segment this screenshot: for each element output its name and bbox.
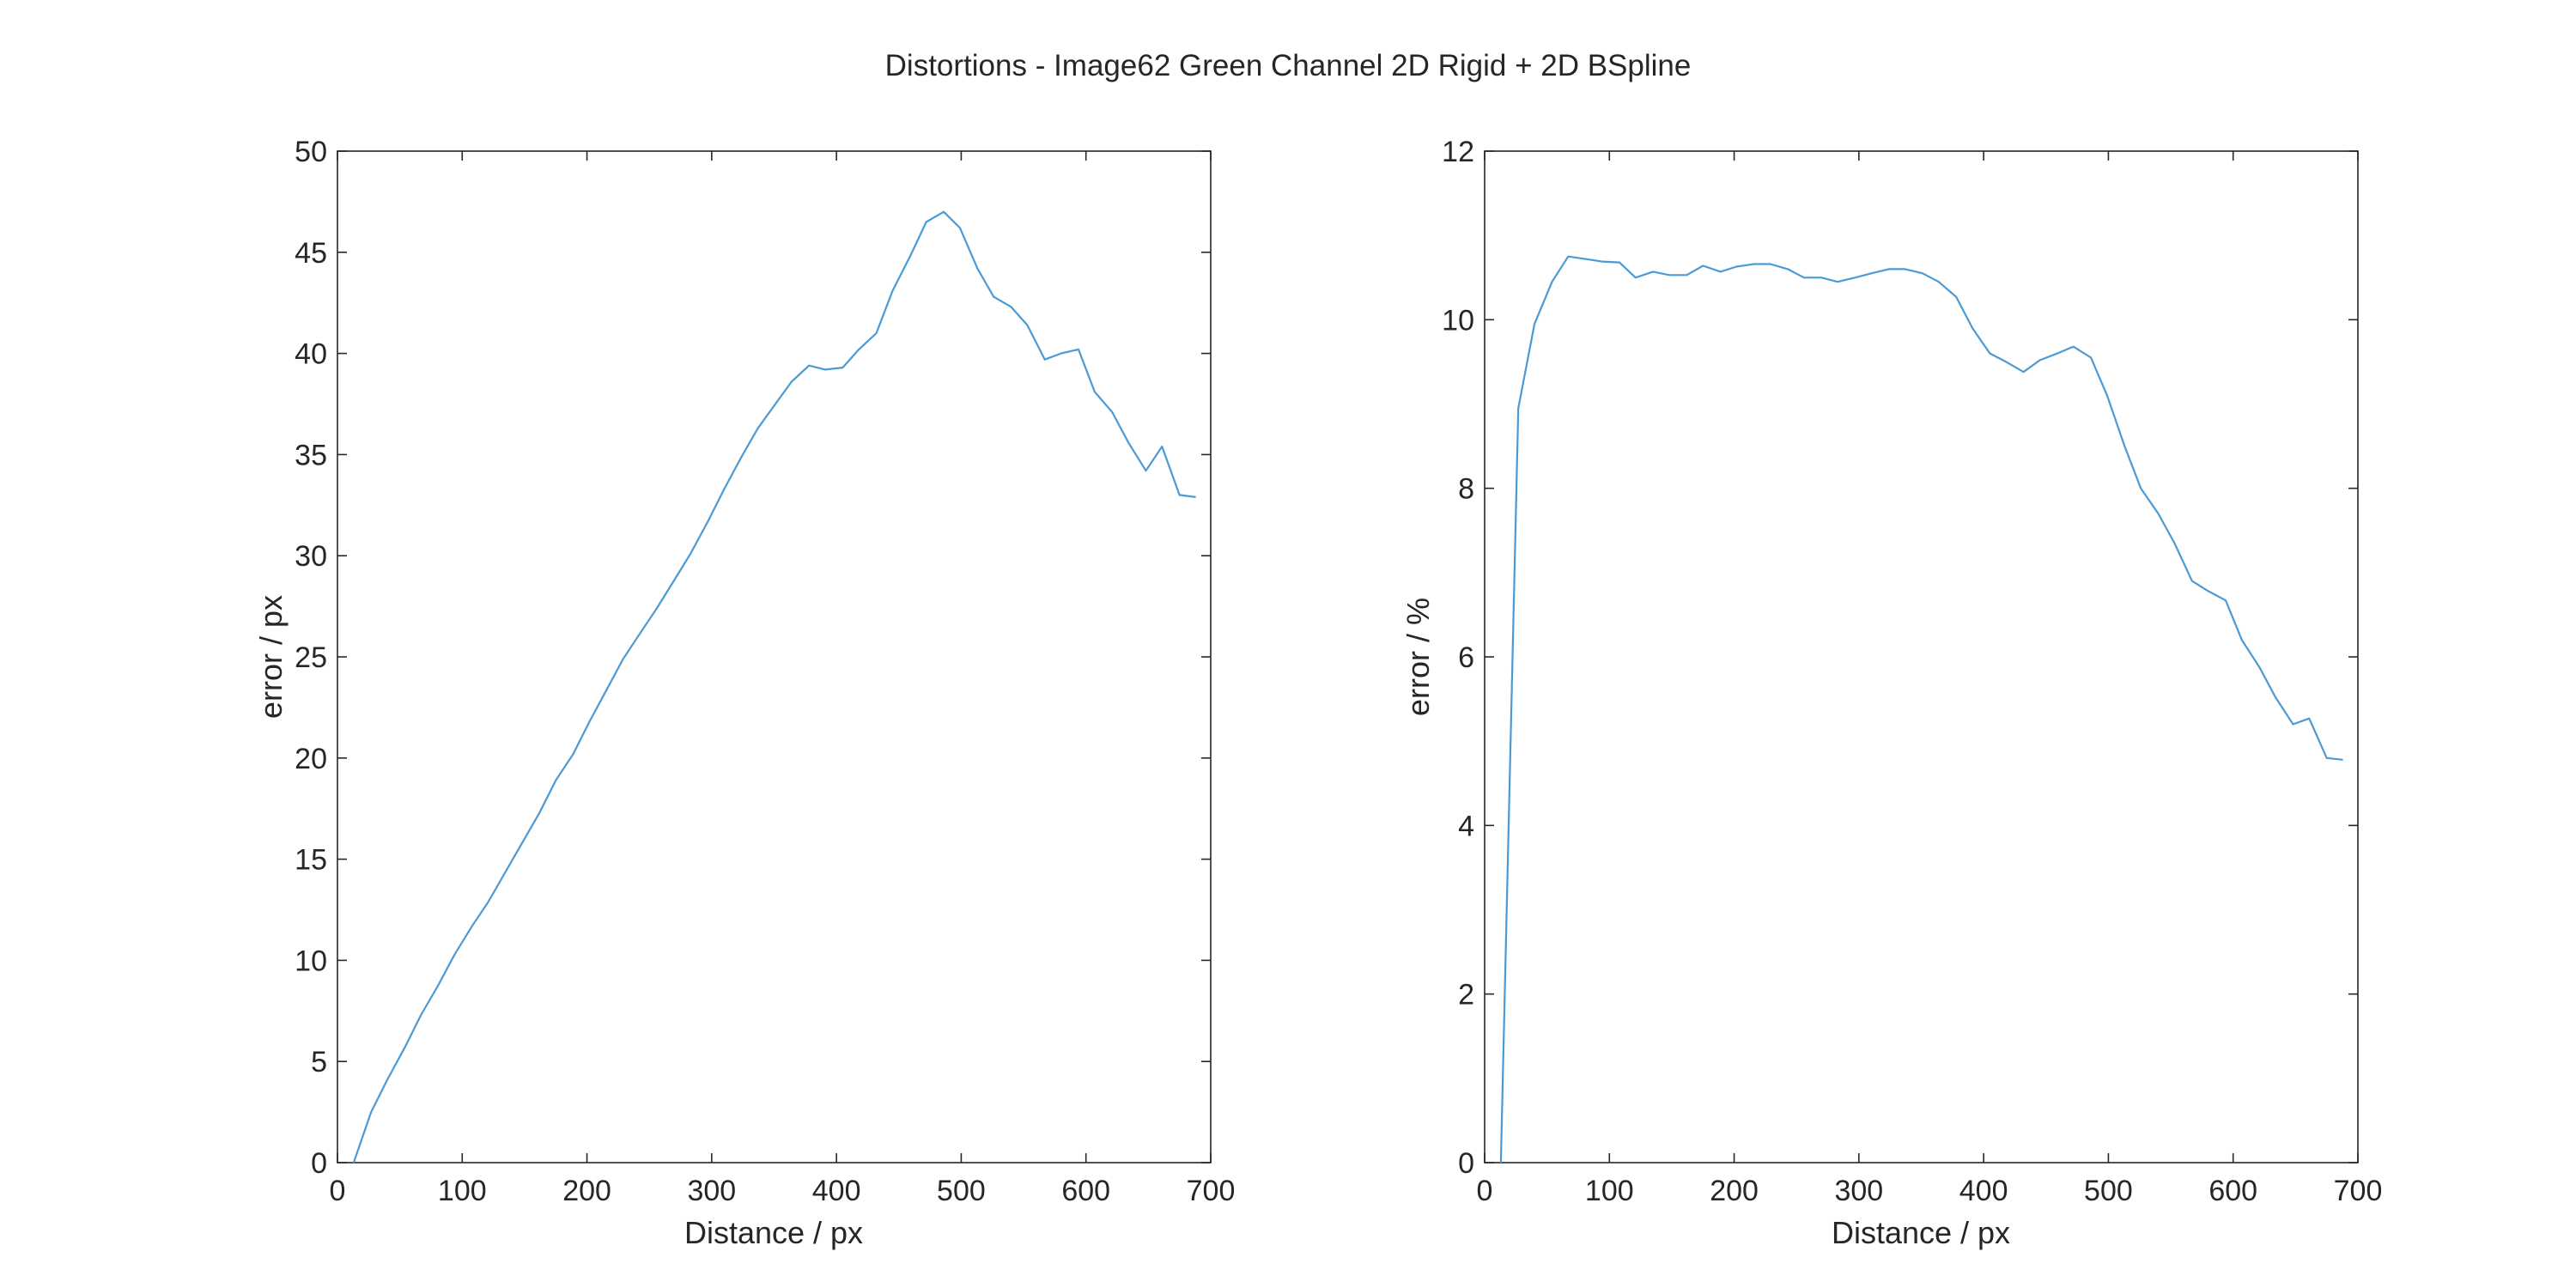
right-y-ticks: 0 2 4 6 8 10 12 [1442,136,2358,1180]
y-tick-label: 20 [295,743,327,775]
y-tick-label: 25 [295,641,327,674]
right-x-axis-label: Distance / px [1832,1215,2010,1250]
y-tick-label: 12 [1442,136,1474,168]
left-y-ticks: 0 5 10 15 20 25 30 35 40 45 50 [295,136,1211,1180]
y-tick-label: 6 [1458,641,1474,674]
x-tick-label: 500 [2084,1175,2133,1207]
figure-title: Distortions - Image62 Green Channel 2D R… [885,49,1692,82]
x-tick-label: 100 [438,1175,487,1207]
y-tick-label: 0 [1458,1147,1474,1180]
y-tick-label: 10 [1442,304,1474,337]
series-line [352,210,1196,1163]
left-axes-box [337,150,1212,1163]
y-tick-label: 2 [1458,979,1474,1012]
series-line [1499,255,2343,1163]
left-x-axis-label: Distance / px [684,1215,863,1250]
x-tick-label: 400 [812,1175,861,1207]
y-tick-label: 5 [311,1046,327,1078]
x-tick-label: 0 [330,1175,346,1207]
x-tick-label: 400 [1959,1175,2008,1207]
x-tick-label: 200 [562,1175,611,1207]
right-axes-box [1484,150,2359,1163]
x-tick-label: 200 [1710,1175,1759,1207]
left-x-ticks: 0 100 200 300 400 500 600 700 [330,151,1236,1207]
right-axes: 0 100 200 300 400 500 600 700 0 2 4 6 8 10 12 Distanc… [1400,136,2382,1250]
x-tick-label: 700 [2334,1175,2383,1207]
x-tick-label: 300 [1834,1175,1883,1207]
x-tick-label: 100 [1585,1175,1634,1207]
x-tick-label: 300 [687,1175,736,1207]
left-series [352,210,1196,1163]
x-tick-label: 700 [1187,1175,1236,1207]
y-tick-label: 35 [295,439,327,471]
left-axes: 0 100 200 300 400 500 600 700 0 5 10 15 20 25 30 35 40 4… [253,136,1235,1250]
x-tick-label: 500 [937,1175,986,1207]
x-tick-label: 600 [1061,1175,1110,1207]
y-tick-label: 45 [295,237,327,270]
y-tick-label: 15 [295,844,327,877]
y-tick-label: 10 [295,945,327,977]
x-tick-label: 600 [2208,1175,2257,1207]
right-x-ticks: 0 100 200 300 400 500 600 700 [1477,151,2383,1207]
y-tick-label: 8 [1458,473,1474,506]
y-tick-label: 40 [295,338,327,371]
y-tick-label: 30 [295,540,327,573]
right-y-axis-label: error / % [1400,598,1436,716]
left-y-axis-label: error / px [253,595,289,719]
y-tick-label: 50 [295,136,327,168]
right-series [1499,255,2343,1163]
x-tick-label: 0 [1477,1175,1493,1207]
y-tick-label: 4 [1458,810,1474,842]
y-tick-label: 0 [311,1147,327,1180]
